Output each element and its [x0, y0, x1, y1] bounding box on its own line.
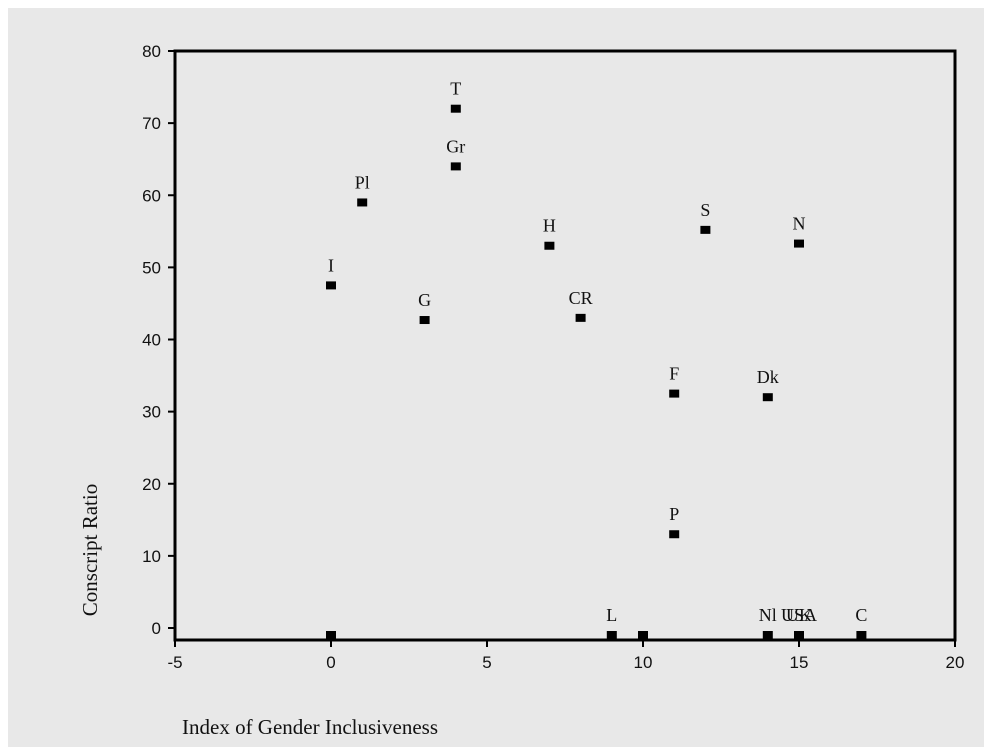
point-label: G: [418, 290, 431, 310]
y-tick-label: 10: [142, 547, 161, 566]
point-label: L: [606, 605, 617, 625]
point-label: Pl: [355, 172, 370, 192]
data-point: [419, 316, 430, 325]
x-tick-label: 0: [326, 653, 335, 672]
point-label: S: [700, 200, 710, 220]
point-label: P: [669, 504, 679, 524]
data-point: [544, 241, 555, 250]
y-tick-label: 50: [142, 258, 161, 277]
x-axis-title: Index of Gender Inclusiveness: [182, 715, 438, 739]
y-tick-label: 20: [142, 475, 161, 494]
data-point: [575, 313, 586, 322]
data-point: [326, 631, 336, 639]
data-point: [638, 631, 648, 639]
y-tick-label: 70: [142, 114, 161, 133]
data-point: [794, 631, 804, 639]
y-tick-label: 80: [142, 42, 161, 61]
point-label: USA: [781, 605, 817, 625]
point-label: Dk: [757, 367, 779, 387]
plot-frame: [173, 49, 957, 642]
data-point: [357, 198, 368, 207]
point-label: I: [328, 255, 334, 275]
point-label: UK: [786, 605, 812, 625]
x-tick-label: 20: [946, 653, 965, 672]
y-tick-label: 60: [142, 186, 161, 205]
y-axis-ticks: 0 10 20 30 40 50 60 70 80: [142, 42, 175, 638]
point-label: H: [543, 216, 556, 236]
y-axis-title: Conscript Ratio: [78, 484, 102, 616]
data-point: [450, 104, 461, 113]
data-point: [606, 631, 617, 639]
y-tick-label: 30: [142, 403, 161, 422]
point-label: Nl: [759, 605, 777, 625]
data-point: [794, 239, 804, 248]
data-point: [762, 393, 773, 402]
data-point: [450, 162, 461, 171]
data-point: [700, 225, 711, 234]
data-point: [669, 389, 680, 398]
chart-panel: [8, 8, 984, 747]
point-label: CR: [569, 288, 593, 308]
data-point: [762, 631, 773, 639]
data-point: [856, 631, 867, 639]
data-point: [326, 281, 336, 290]
x-tick-label: 15: [790, 653, 809, 672]
y-tick-label: 0: [152, 619, 161, 638]
point-label: F: [669, 364, 679, 384]
data-point: [669, 530, 680, 539]
x-tick-label: 10: [634, 653, 653, 672]
x-tick-label: 5: [482, 653, 491, 672]
y-tick-label: 40: [142, 331, 161, 350]
point-label: C: [855, 605, 867, 625]
point-label: T: [450, 79, 461, 99]
x-tick-label: -5: [167, 653, 182, 672]
x-axis-ticks: -5 0 5 10 15 20: [167, 640, 964, 672]
point-label: N: [793, 214, 806, 234]
point-label: Gr: [446, 136, 465, 156]
